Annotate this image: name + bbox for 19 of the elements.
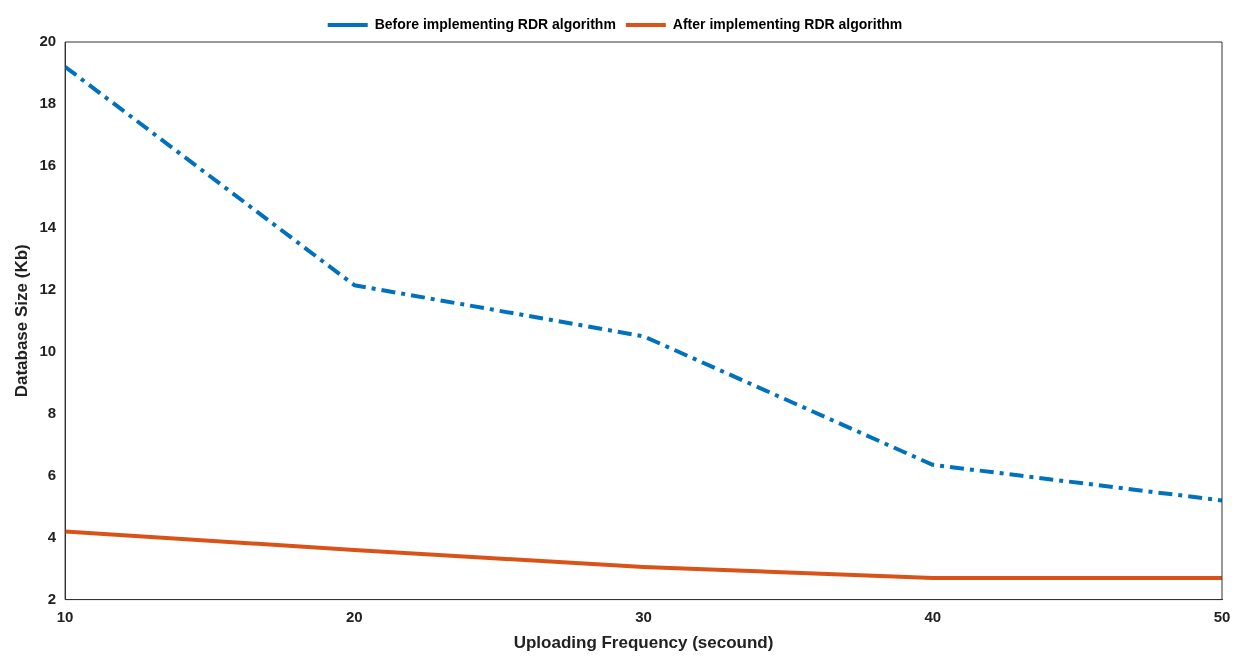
- x-tick-label: 40: [924, 607, 942, 625]
- y-tick-label: 6: [47, 465, 57, 483]
- y-tick-label: 18: [39, 94, 57, 112]
- y-tick-label: 16: [39, 156, 57, 174]
- y-tick-label: 8: [47, 403, 57, 421]
- y-tick-label: 12: [39, 279, 57, 297]
- x-tick-label: 20: [345, 607, 363, 625]
- x-tick-label: 50: [1213, 607, 1231, 625]
- y-tick-label: 2: [47, 589, 57, 607]
- legend-label: After implementing RDR algorithm: [672, 15, 903, 32]
- y-tick-label: 4: [47, 527, 57, 545]
- x-tick-label: 30: [635, 607, 652, 625]
- y-tick-label: 10: [39, 341, 57, 359]
- y-tick-label: 20: [39, 32, 57, 50]
- legend-label: Before implementing RDR algorithm: [374, 15, 616, 32]
- x-axis-title: Uploading Frequency (secound): [513, 633, 774, 653]
- line-series: [65, 64, 1222, 503]
- y-axis-title: Database Size (Kb): [11, 244, 31, 398]
- y-tick-label: 14: [39, 218, 57, 236]
